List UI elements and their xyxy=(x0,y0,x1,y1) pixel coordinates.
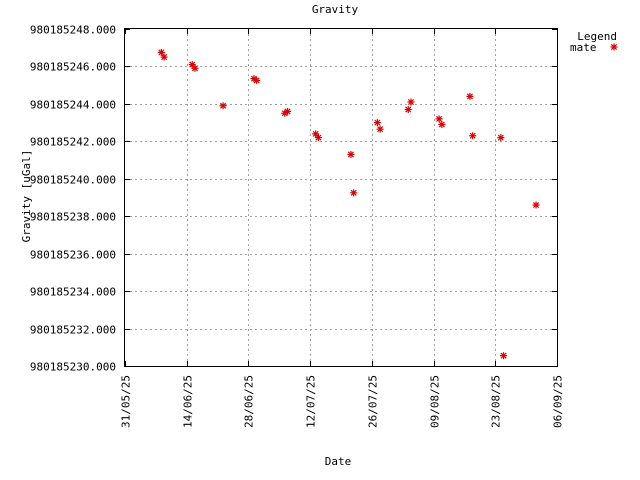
y-axis-label: Gravity [uGal] xyxy=(20,150,33,243)
y-tick-label: 980185242.000 xyxy=(30,136,116,149)
legend-title: Legend xyxy=(577,30,617,43)
x-tick-label: 09/08/25 xyxy=(429,375,442,428)
marker-stroke xyxy=(253,77,260,84)
chart-title: Gravity xyxy=(312,3,359,16)
marker-stroke xyxy=(189,61,196,68)
axis-ticks xyxy=(125,29,558,367)
x-tick-label: 06/09/25 xyxy=(552,375,565,428)
legend-series-name: mate xyxy=(570,41,597,54)
data-point xyxy=(404,106,412,114)
data-point xyxy=(497,134,505,142)
legend: Legend mate xyxy=(570,30,618,54)
marker-stroke xyxy=(466,93,473,100)
marker-stroke xyxy=(350,189,357,196)
marker-stroke xyxy=(312,130,319,137)
y-tick-label: 980185238.000 xyxy=(30,211,116,224)
data-point xyxy=(500,352,508,360)
y-tick-label: 980185232.000 xyxy=(30,324,116,337)
data-point xyxy=(407,98,415,106)
marker-stroke xyxy=(161,54,168,61)
y-tick-label: 980185240.000 xyxy=(30,174,116,187)
marker-stroke xyxy=(436,115,443,122)
marker-stroke xyxy=(158,49,165,56)
data-point xyxy=(350,189,358,197)
x-tick-label: 14/06/25 xyxy=(182,375,195,428)
data-point xyxy=(466,92,474,100)
data-point xyxy=(312,130,320,138)
grid xyxy=(125,29,557,366)
y-tick-label: 980185246.000 xyxy=(30,61,116,74)
data-point xyxy=(191,64,199,72)
data-point xyxy=(435,115,443,123)
data-point xyxy=(160,53,168,61)
marker-stroke xyxy=(284,108,291,115)
marker-stroke xyxy=(191,65,199,72)
data-point xyxy=(253,76,261,84)
data-point xyxy=(188,61,196,69)
data-point xyxy=(532,201,540,209)
y-tick-label: 980185248.000 xyxy=(30,24,116,37)
marker-stroke xyxy=(407,98,415,106)
data-point xyxy=(314,134,322,142)
marker-stroke xyxy=(220,102,227,109)
x-axis-label: Date xyxy=(325,455,352,468)
x-tick-label: 23/08/25 xyxy=(490,375,503,428)
x-tick-label: 28/06/25 xyxy=(243,375,256,428)
marker-stroke xyxy=(500,352,507,359)
data-point xyxy=(219,102,227,110)
y-tick-labels: 980185230.000 980185232.000 980185234.000 9… xyxy=(30,24,116,374)
data-point xyxy=(438,120,446,128)
legend-series-marker xyxy=(610,43,618,51)
marker-stroke xyxy=(405,106,412,113)
y-tick-label: 980185230.000 xyxy=(30,361,116,374)
marker-stroke xyxy=(374,119,381,126)
plot-frame xyxy=(124,28,558,367)
data-point xyxy=(373,119,381,127)
marker-stroke xyxy=(250,75,257,82)
data-point xyxy=(284,107,292,115)
x-tick-label: 26/07/25 xyxy=(367,375,380,428)
data-point xyxy=(347,150,355,158)
y-tick-label: 980185236.000 xyxy=(30,249,116,262)
data-point xyxy=(376,125,384,133)
x-tick-label: 31/05/25 xyxy=(120,375,133,428)
marker-stroke xyxy=(315,134,322,141)
marker-stroke xyxy=(497,134,504,141)
marker-stroke xyxy=(377,126,384,133)
legend-star-marker xyxy=(610,43,618,51)
marker-stroke xyxy=(347,151,354,158)
marker-stroke xyxy=(469,132,476,139)
data-point xyxy=(469,132,477,140)
y-tick-label: 980185234.000 xyxy=(30,286,116,299)
x-tick-labels: 31/05/25 14/06/25 28/06/25 12/07/25 26/07/25… xyxy=(120,375,565,428)
marker-stroke xyxy=(610,43,618,51)
data-points xyxy=(157,48,540,360)
data-point xyxy=(157,48,165,56)
marker-stroke xyxy=(438,121,445,128)
y-tick-label: 980185244.000 xyxy=(30,99,116,112)
x-tick-label: 12/07/25 xyxy=(305,375,318,428)
marker-stroke xyxy=(533,201,540,209)
